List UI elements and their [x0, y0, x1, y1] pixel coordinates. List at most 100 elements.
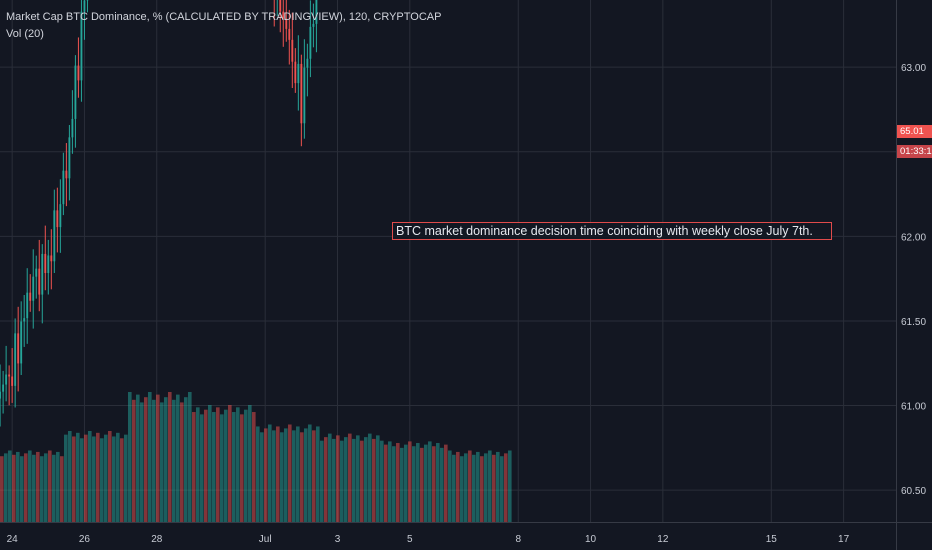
text-annotation[interactable]: BTC market dominance decision time coinc… — [392, 222, 832, 240]
candle-body — [35, 268, 38, 277]
candle-body — [62, 170, 65, 205]
volume-bar — [472, 454, 476, 522]
volume-bar — [224, 409, 228, 522]
volume-bar — [316, 426, 320, 522]
candle-body — [282, 11, 285, 19]
candle-body — [300, 63, 303, 124]
volume-bar — [248, 405, 252, 522]
price-tick-label: 61.50 — [901, 317, 926, 328]
volume-bar — [28, 450, 32, 522]
candle-body — [0, 391, 2, 399]
volume-bar — [48, 450, 52, 522]
volume-bar — [356, 435, 360, 522]
candle-body — [303, 67, 306, 124]
time-tick-label: 15 — [766, 534, 778, 545]
volume-bar — [80, 438, 84, 522]
volume-bar — [324, 437, 328, 522]
volume-bar — [420, 447, 424, 522]
volume-bar — [36, 451, 40, 522]
volume-bar — [392, 446, 396, 522]
volume-bar — [0, 456, 4, 522]
candle-body — [288, 28, 291, 40]
volume-bar — [284, 428, 288, 522]
candle-body — [23, 318, 26, 322]
volume-bar — [436, 443, 440, 522]
candle-body — [32, 276, 35, 301]
volume-bar — [164, 397, 168, 522]
volume-bar — [56, 451, 60, 522]
volume-bar — [508, 450, 512, 522]
volume-bar — [108, 431, 112, 522]
volume-bar — [296, 426, 300, 522]
volume-bar — [340, 440, 344, 522]
volume-legend[interactable]: Vol (20) — [6, 28, 44, 40]
volume-bar — [260, 432, 264, 522]
volume-bar — [112, 436, 116, 522]
time-tick-label: 28 — [151, 534, 163, 545]
volume-bar — [252, 412, 256, 522]
candle-body — [47, 255, 50, 274]
volume-bar — [52, 454, 56, 522]
candle-body — [309, 26, 312, 59]
volume-bar — [144, 397, 148, 522]
candle-body — [306, 58, 309, 68]
candle-body — [68, 137, 71, 179]
price-tick-label: 63.00 — [901, 63, 926, 74]
time-tick-label: 17 — [838, 534, 850, 545]
volume-bar — [60, 456, 64, 522]
candle-body — [285, 18, 288, 29]
candle-body — [29, 292, 32, 301]
volume-bar — [424, 444, 428, 522]
candle-body — [26, 292, 29, 319]
chart-title[interactable]: Market Cap BTC Dominance, % (CALCULATED … — [6, 11, 442, 23]
volume-bar — [68, 431, 72, 522]
volume-bar — [280, 432, 284, 522]
candle-body — [312, 23, 315, 27]
volume-bar — [336, 435, 340, 522]
candle-body — [41, 253, 44, 295]
time-tick-label: 5 — [407, 534, 413, 545]
candle-body — [50, 255, 53, 262]
volume-bar — [352, 438, 356, 522]
volume-bar — [488, 450, 492, 522]
volume-bar — [88, 431, 92, 522]
candle-body — [71, 118, 74, 138]
volume-bar — [404, 444, 408, 522]
candle-body — [2, 384, 5, 392]
volume-bar — [84, 434, 88, 522]
volume-bar — [360, 440, 364, 522]
candle-body — [65, 170, 68, 179]
volume-bar — [192, 412, 196, 522]
volume-bar — [208, 405, 212, 522]
volume-bar — [444, 444, 448, 522]
volume-bar — [8, 450, 12, 522]
volume-bar — [416, 443, 420, 522]
candle-body — [83, 0, 86, 12]
volume-bar — [400, 447, 404, 522]
volume-bar — [492, 454, 496, 522]
volume-bar — [332, 438, 336, 522]
candle-body — [279, 0, 282, 12]
price-tick-label: 62.00 — [901, 232, 926, 243]
volume-bar — [240, 414, 244, 522]
volume-bar — [496, 451, 500, 522]
volume-bar — [364, 437, 368, 522]
volume-bar — [268, 424, 272, 522]
volume-bar — [96, 432, 100, 522]
volume-bar — [132, 399, 136, 522]
candle-body — [74, 65, 77, 119]
volume-bar — [136, 394, 140, 522]
volume-bar — [320, 440, 324, 522]
volume-bar — [64, 434, 68, 522]
volume-bar — [452, 454, 456, 522]
candle-body — [17, 333, 20, 364]
volume-bar — [328, 433, 332, 522]
volume-bar — [140, 402, 144, 522]
volume-bar — [428, 441, 432, 522]
candle-body — [291, 39, 294, 62]
volume-bar — [180, 402, 184, 522]
volume-bar — [92, 436, 96, 522]
volume-bar — [32, 454, 36, 522]
